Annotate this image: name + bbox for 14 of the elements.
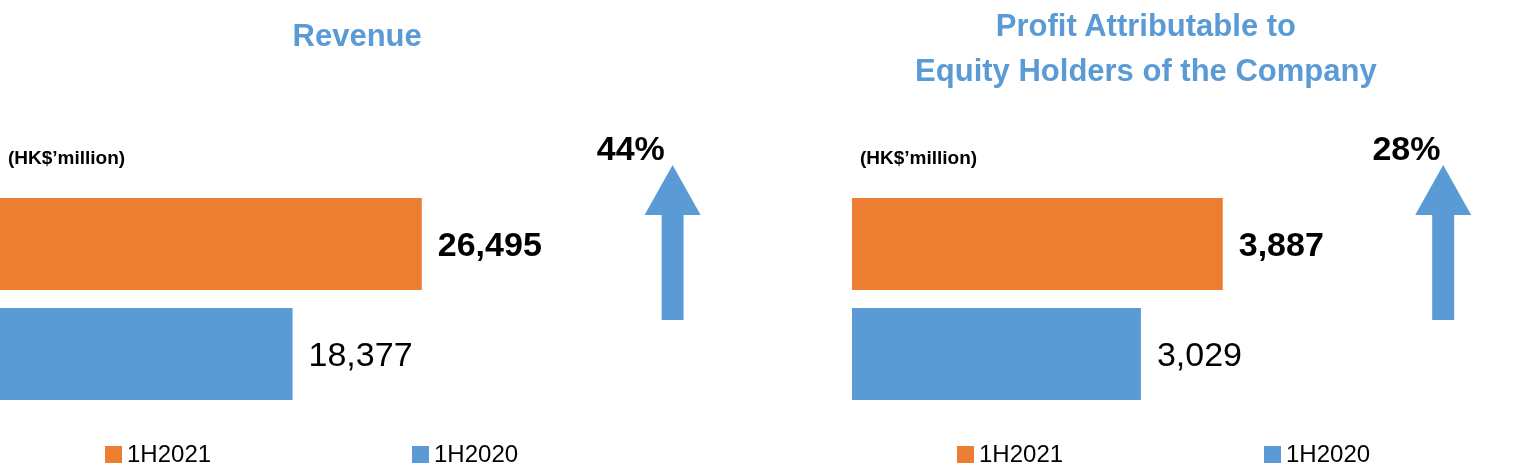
text: Revenue <box>292 18 422 53</box>
data-label: 26,495 <box>437 225 542 263</box>
legend-label: 1H2021 <box>127 440 212 467</box>
text: (HK$’million) <box>860 147 978 168</box>
legend-label: 1H2021 <box>979 440 1064 467</box>
legend-label: 1H2020 <box>434 440 519 467</box>
legend-label: 1H2020 <box>1286 440 1371 467</box>
annotation: (HK$’million) <box>8 147 126 168</box>
data-label: 3,029 <box>1156 335 1242 373</box>
data-label: 18,377 <box>308 335 413 373</box>
data-label: 3,887 <box>1238 225 1324 263</box>
text: 28% <box>1372 129 1441 167</box>
text: 44% <box>596 129 665 167</box>
chart-title: Profit Attributable to Equity Holders of the Company <box>915 8 1378 88</box>
